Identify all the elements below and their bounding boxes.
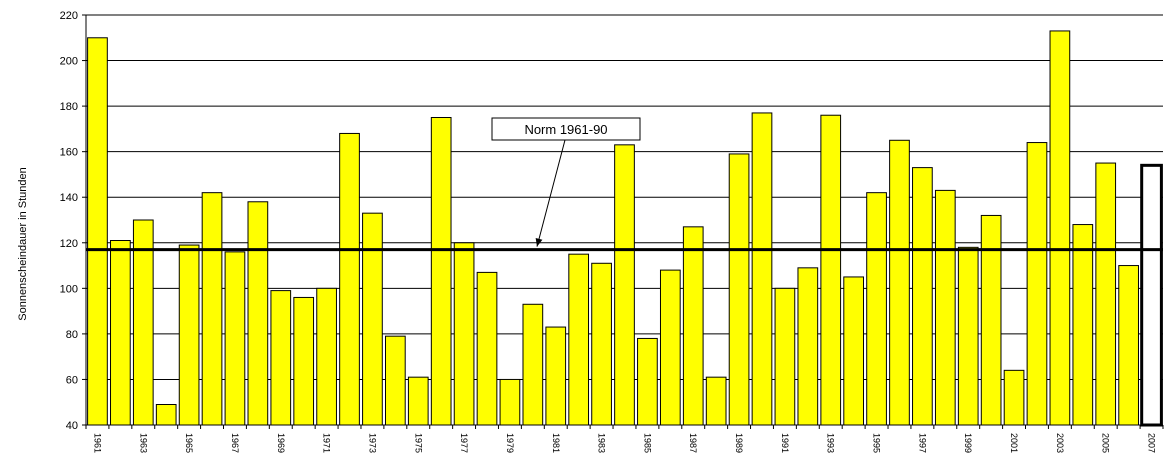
bar-1964 xyxy=(155,404,177,426)
x-tick-label: 1971 xyxy=(322,433,332,453)
bar-1985 xyxy=(637,337,658,426)
x-tick-label: 1999 xyxy=(963,433,973,453)
bar-1977 xyxy=(453,242,475,426)
bar-1976 xyxy=(430,117,452,426)
x-tick-label: 2005 xyxy=(1101,433,1111,453)
bar-1980 xyxy=(522,303,544,426)
bar-2000 xyxy=(980,214,1002,426)
bar-1975 xyxy=(407,376,429,426)
norm-label: Norm 1961-90 xyxy=(524,122,607,137)
bar-1998 xyxy=(934,189,956,426)
x-tick-label: 1995 xyxy=(872,433,882,453)
y-tick-label: 60 xyxy=(66,374,78,386)
norm-reference: Norm 1961-90 xyxy=(86,117,1163,252)
y-tick-label: 40 xyxy=(66,420,78,432)
y-tick-label: 80 xyxy=(66,329,78,341)
bar-1996 xyxy=(889,139,910,426)
norm-arrow-line xyxy=(536,139,566,247)
bar-1988 xyxy=(705,376,727,426)
bar-1974 xyxy=(384,335,406,426)
bar-1992 xyxy=(797,267,819,426)
bar-1970 xyxy=(293,296,315,426)
bar-2002 xyxy=(1026,142,1048,426)
x-tick-label: 2001 xyxy=(1009,433,1019,453)
x-tick-label: 1979 xyxy=(505,433,515,453)
bar-1990 xyxy=(751,112,773,426)
bar-2006 xyxy=(1118,265,1139,426)
bar-1973 xyxy=(362,212,383,426)
y-tick-label: 140 xyxy=(60,192,78,204)
bar-1999 xyxy=(957,246,979,426)
x-tick-label: 1961 xyxy=(92,433,102,453)
norm-callout-box xyxy=(491,117,641,141)
bar-2007 xyxy=(1140,163,1163,427)
x-tick-label: 1965 xyxy=(184,433,194,453)
y-axis-title: Sonnenscheindauer in Stunden xyxy=(17,167,29,321)
x-tick-label: 1985 xyxy=(642,433,652,453)
bar-1962 xyxy=(110,240,131,426)
x-tick-label: 1975 xyxy=(413,433,423,453)
bar-1984 xyxy=(614,144,635,426)
x-tick-label: 1983 xyxy=(597,433,607,453)
y-tick-label: 200 xyxy=(60,56,78,68)
bar-1981 xyxy=(545,326,567,426)
x-tick-label: 1969 xyxy=(276,433,286,453)
bar-1978 xyxy=(476,271,498,426)
y-axis-tick-labels: 40 60 80 100 120 140 160 180 200 220 xyxy=(60,10,78,432)
bar-1983 xyxy=(591,262,612,426)
bar-1995 xyxy=(866,192,887,426)
axes xyxy=(82,14,1164,429)
bar-1982 xyxy=(568,253,590,426)
bar-1997 xyxy=(912,167,933,426)
x-tick-label: 1977 xyxy=(459,433,469,453)
bar-1991 xyxy=(774,287,796,426)
x-tick-label: 1989 xyxy=(734,433,744,453)
bar-2004 xyxy=(1072,224,1094,426)
bar-1986 xyxy=(659,269,681,426)
bar-1969 xyxy=(270,290,292,426)
bar-1994 xyxy=(843,276,865,426)
x-tick-label: 1993 xyxy=(826,433,836,453)
y-tick-label: 120 xyxy=(60,238,78,250)
x-tick-label: 1987 xyxy=(688,433,698,453)
x-tick-label: 1997 xyxy=(917,433,927,453)
bar-1979 xyxy=(499,378,521,426)
x-tick-label: 1967 xyxy=(230,433,240,453)
x-tick-label: 1973 xyxy=(367,433,377,453)
bar-1993 xyxy=(820,114,842,426)
x-tick-label: 1963 xyxy=(138,433,148,453)
bar-1965 xyxy=(178,244,200,426)
y-tick-label: 160 xyxy=(60,147,78,159)
x-tick-label: 1991 xyxy=(780,433,790,453)
bar-2001 xyxy=(1003,369,1025,426)
y-tick-label: 100 xyxy=(60,283,78,295)
x-tick-label: 1981 xyxy=(551,433,561,453)
y-tick-label: 220 xyxy=(60,10,78,22)
bar-1967 xyxy=(224,251,246,426)
bars xyxy=(87,30,1163,427)
x-tick-label: 2003 xyxy=(1055,433,1065,453)
norm-arrow-head xyxy=(535,237,543,247)
bar-1966 xyxy=(201,192,223,426)
bar-1972 xyxy=(339,132,360,426)
bar-1989 xyxy=(728,153,750,426)
x-tick-label: 2007 xyxy=(1147,433,1157,453)
y-tick-label: 180 xyxy=(60,101,78,113)
bar-1961 xyxy=(87,37,108,426)
bar-2005 xyxy=(1095,162,1117,426)
bar-1987 xyxy=(682,226,704,426)
bar-2003 xyxy=(1049,30,1071,426)
bar-1968 xyxy=(247,201,269,426)
bar-1971 xyxy=(316,287,337,426)
x-axis-tick-labels: 1961 1963 1965 1967 1969 1971 1973 1975 1977 1979… xyxy=(92,433,1156,453)
